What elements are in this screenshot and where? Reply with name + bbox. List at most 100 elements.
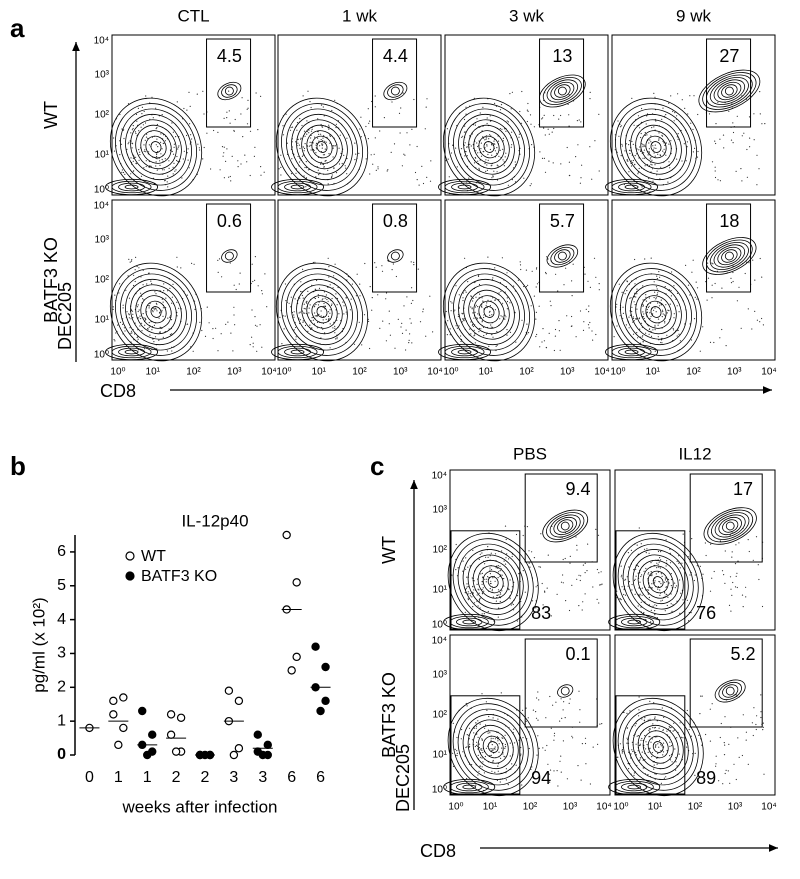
event-dot (331, 297, 333, 300)
event-dot (134, 269, 136, 271)
event-dot (113, 137, 115, 139)
event-dot (577, 765, 579, 767)
event-dot (322, 164, 325, 166)
event-dot (635, 575, 637, 577)
event-dot (580, 779, 582, 781)
event-dot (638, 149, 640, 151)
event-dot (303, 147, 306, 150)
event-dot (538, 699, 540, 701)
event-dot (490, 324, 492, 326)
event-dot (477, 754, 479, 757)
event-dot (541, 118, 543, 120)
event-dot (686, 746, 688, 748)
event-dot (457, 315, 459, 318)
event-dot (308, 312, 310, 314)
event-dot (702, 326, 704, 328)
event-dot (553, 770, 555, 772)
event-dot (759, 91, 761, 93)
event-dot (553, 114, 555, 117)
event-dot (472, 606, 474, 608)
event-dot (329, 312, 331, 314)
event-dot (306, 300, 308, 302)
y-axis-label: DEC205 (55, 282, 75, 350)
x-tick-label: 10⁴ (596, 802, 611, 813)
event-dot (336, 297, 339, 300)
event-dot (122, 323, 124, 325)
event-dot (494, 771, 496, 774)
contour (614, 268, 698, 356)
event-dot (119, 283, 121, 285)
event-dot (329, 284, 331, 286)
event-dot (474, 342, 476, 344)
event-dot (481, 693, 483, 695)
event-dot (499, 592, 501, 594)
data-point (292, 652, 301, 662)
event-dot (598, 572, 600, 574)
event-dot (639, 581, 641, 583)
event-dot (661, 309, 664, 311)
event-dot (651, 159, 653, 161)
event-dot (152, 310, 154, 312)
event-dot (484, 139, 486, 141)
event-dot (233, 314, 235, 316)
event-dot (654, 324, 656, 326)
event-dot (308, 145, 311, 147)
event-dot (498, 292, 500, 294)
event-dot (373, 153, 375, 155)
contour (717, 246, 742, 266)
event-dot (565, 267, 567, 269)
event-dot (462, 297, 464, 299)
event-dot (618, 283, 620, 285)
event-dot (140, 126, 142, 128)
event-dot (299, 311, 301, 313)
event-dot (555, 273, 557, 275)
gate-value: 5.7 (550, 211, 575, 231)
event-dot (698, 734, 700, 737)
event-dot (479, 607, 481, 609)
data-point (138, 706, 147, 716)
contour (542, 509, 589, 543)
event-dot (135, 256, 137, 258)
event-dot (311, 317, 313, 319)
event-dot (217, 259, 219, 261)
event-dot (465, 291, 467, 293)
event-dot (202, 158, 204, 160)
event-dot (648, 586, 650, 588)
event-dot (492, 175, 494, 177)
event-dot (634, 725, 636, 727)
event-dot (595, 333, 597, 336)
event-dot (740, 327, 742, 329)
y-tick-label: 10¹ (433, 585, 448, 596)
event-dot (320, 161, 322, 163)
event-dot (645, 332, 647, 334)
event-dot (166, 350, 168, 352)
contour (457, 184, 472, 190)
event-dot (163, 142, 165, 145)
event-dot (494, 299, 496, 301)
event-dot (474, 311, 476, 313)
event-dot (343, 313, 345, 315)
column-label: IL12 (678, 444, 711, 463)
event-dot (499, 570, 501, 572)
event-dot (487, 153, 489, 156)
event-dot (206, 132, 208, 134)
event-dot (466, 155, 468, 157)
contour (277, 345, 318, 359)
event-dot (350, 298, 352, 300)
event-dot (409, 144, 411, 146)
x-tick-label: 10⁴ (594, 367, 609, 378)
event-dot (648, 151, 650, 153)
contour (635, 289, 677, 335)
event-dot (723, 742, 725, 744)
event-dot (171, 302, 173, 304)
event-dot (635, 296, 637, 298)
event-dot (141, 113, 143, 115)
event-dot (397, 318, 399, 320)
contour (707, 509, 754, 543)
event-dot (665, 776, 667, 778)
event-dot (336, 338, 338, 340)
event-dot (302, 312, 304, 314)
gate-value: 5.2 (730, 644, 755, 664)
y-tick-label: 10⁴ (432, 636, 447, 647)
